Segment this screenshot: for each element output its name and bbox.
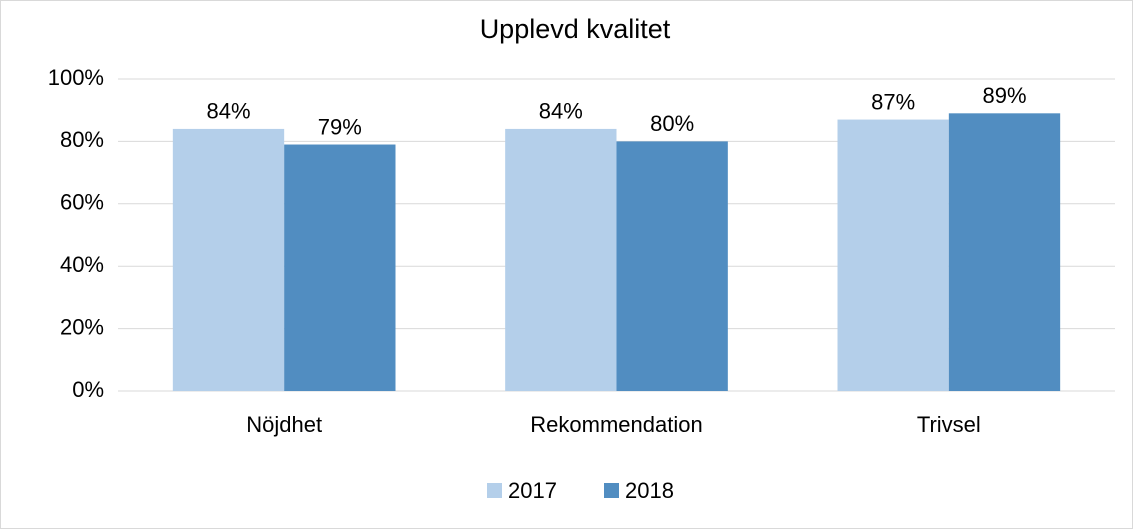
bar [948,113,1061,391]
x-tick-label: Rekommendation [530,412,702,437]
legend-swatch [604,483,619,498]
bar [505,128,617,392]
y-tick-label: 80% [60,127,104,152]
data-label: 80% [650,111,694,136]
data-label: 84% [206,99,250,124]
bar [284,144,396,391]
y-tick-label: 0% [72,377,104,402]
y-tick-label: 20% [60,314,104,339]
chart-title: Upplevd kvalitet [480,14,671,44]
bar [616,141,728,391]
bar [837,119,949,391]
legend-label: 2018 [625,478,674,503]
y-tick-label: 60% [60,190,104,215]
y-tick-label: 100% [48,65,104,90]
x-tick-label: Nöjdhet [246,412,322,437]
data-label: 89% [982,83,1026,108]
data-label: 84% [539,99,583,124]
legend-swatch [487,483,502,498]
y-tick-label: 40% [60,252,104,277]
bar [172,128,285,392]
data-label: 87% [871,89,915,114]
x-tick-label: Trivsel [917,412,981,437]
data-label: 79% [318,114,362,139]
legend-label: 2017 [508,478,557,503]
